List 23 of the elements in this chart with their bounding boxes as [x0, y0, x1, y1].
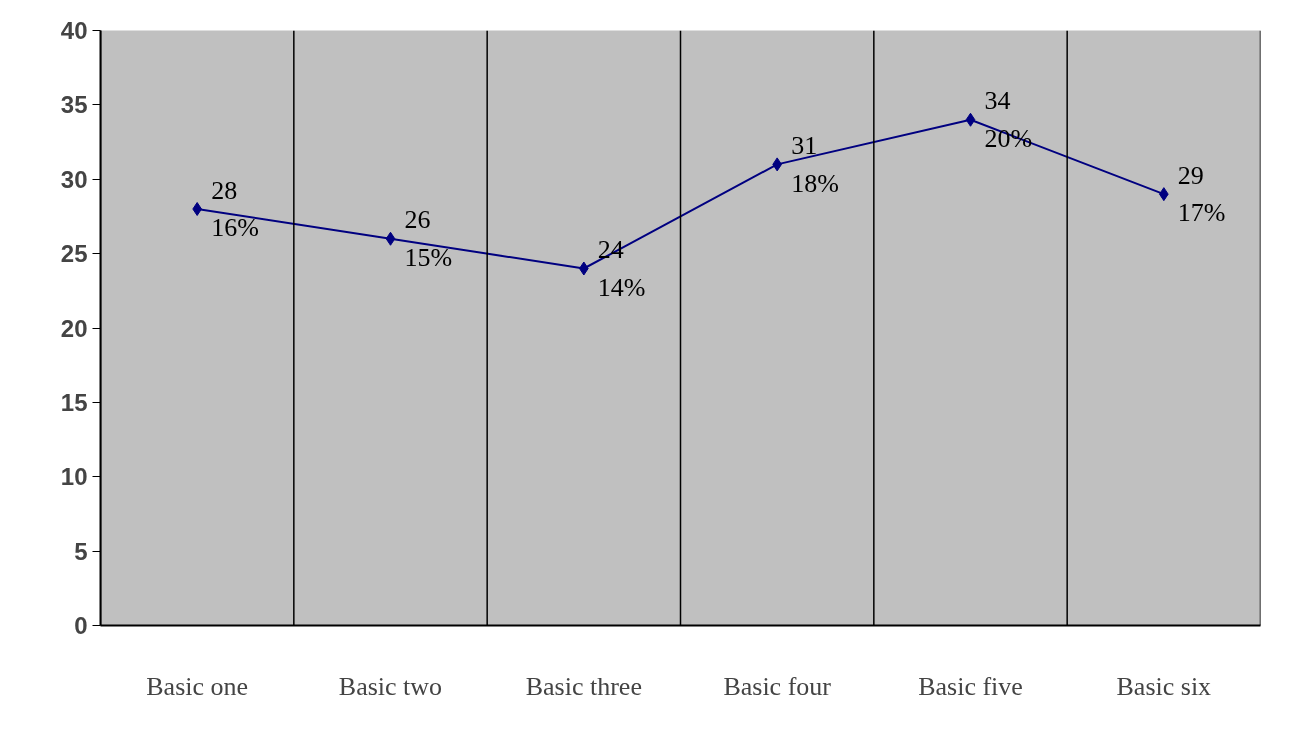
data-label: 31 18% [791, 131, 839, 198]
x-tick-label: Basic five [918, 671, 1023, 701]
y-tick-label: 25 [60, 240, 88, 268]
x-tick-label: Basic four [723, 671, 832, 701]
x-tick-label: Basic two [338, 671, 443, 701]
point [965, 112, 976, 127]
y-tick-label: 30 [60, 165, 88, 193]
y-tick-label: 5 [74, 537, 88, 565]
x-tick-label: Basic six [1116, 671, 1212, 701]
data-label: 26 15% [404, 205, 453, 273]
data-label: 29 17% [1177, 160, 1226, 228]
x-tick-label: Basic three [525, 671, 642, 701]
data-label: 28 16% [211, 175, 259, 243]
point [192, 202, 202, 216]
data-label: 34 20% [984, 86, 1033, 154]
y-tick-label: 0 [74, 612, 88, 639]
y-tick-label: 15 [60, 388, 88, 416]
point [385, 231, 396, 246]
y-tick-label: 20 [60, 314, 88, 342]
y-tick-label: 10 [60, 463, 88, 491]
y-tick-label: 35 [60, 91, 88, 119]
x-tick-label: Basic one [146, 671, 249, 701]
y-tick-label: 40 [60, 17, 88, 44]
